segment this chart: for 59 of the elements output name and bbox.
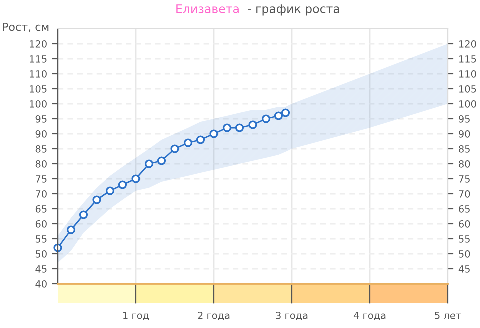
y2-tick-label: 70 — [459, 190, 470, 198]
y2-tick-label: 60 — [459, 220, 470, 228]
x-tick-label: 3 года — [276, 312, 308, 321]
point — [92, 196, 102, 204]
y-tick-label: 75 — [36, 176, 47, 183]
y-tick-label: 105 — [30, 85, 47, 93]
y-tick-label: 100 — [30, 100, 47, 108]
y-tick-label: 95 — [36, 115, 47, 123]
y-tick-label: 70 — [36, 190, 47, 198]
y2-tick-label: 65 — [459, 205, 470, 213]
y2-tick-label: 75 — [459, 176, 470, 183]
y-tick-label: 65 — [36, 205, 47, 213]
point — [132, 174, 140, 184]
y2-tick-label: 85 — [459, 145, 470, 153]
y2-tick-label: 115 — [459, 56, 476, 63]
x-tick-label: 1 год — [124, 312, 150, 321]
point — [144, 160, 154, 168]
y2-tick-label: 45 — [458, 266, 470, 273]
point — [235, 124, 244, 132]
x-tick-label: 2 года — [198, 312, 230, 321]
point — [79, 210, 88, 220]
y2-tick-label: 95 — [459, 115, 470, 123]
x-tick-label: 5 лет — [435, 312, 462, 320]
y2-tick-label: 110 — [459, 70, 476, 78]
point — [118, 180, 128, 190]
y-tick-label: 55 — [36, 236, 47, 243]
y2-tick-label: 105 — [459, 85, 476, 93]
y-tick-label: 115 — [30, 56, 47, 63]
y2-tick-label: 120 — [459, 40, 476, 48]
point — [210, 130, 218, 138]
point — [66, 226, 76, 234]
point — [248, 120, 258, 130]
y-tick-label: 90 — [36, 130, 47, 138]
y-tick-label: 45 — [36, 266, 47, 273]
chart-title: Елизавета — [176, 4, 239, 14]
point — [106, 186, 115, 196]
y-tick-label: 80 — [36, 160, 47, 168]
y-axis-title: Рост, см — [3, 22, 49, 32]
y-tick-label: 40 — [36, 280, 47, 288]
point — [222, 124, 232, 132]
y2-tick-label: 100 — [459, 100, 476, 108]
y-tick-label: 50 — [36, 250, 47, 258]
point — [170, 144, 180, 154]
y-tick-label: 60 — [36, 220, 47, 228]
point — [281, 108, 290, 118]
chart-subtitle: - график роста — [248, 4, 340, 16]
point — [184, 138, 193, 148]
x-tick-label: 4 года — [354, 312, 386, 321]
y2-tick-label: 80 — [459, 160, 470, 168]
point — [157, 156, 166, 166]
y-tick-label: 110 — [30, 70, 47, 78]
y-tick-label: 85 — [36, 145, 47, 153]
point — [262, 114, 271, 124]
y2-tick-label: 55 — [459, 236, 470, 243]
point — [196, 136, 206, 144]
y2-tick-label: 50 — [459, 250, 470, 258]
y-tick-label: 120 — [30, 40, 47, 48]
y2-tick-label: 90 — [459, 130, 470, 138]
point — [274, 112, 284, 120]
